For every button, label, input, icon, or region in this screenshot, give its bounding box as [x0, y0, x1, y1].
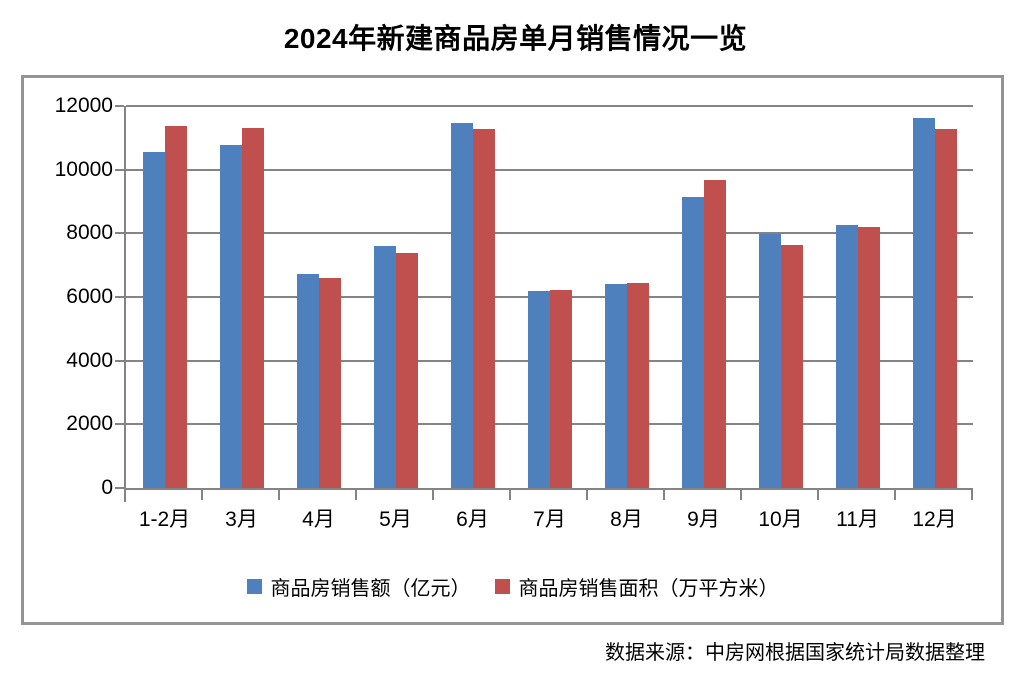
bar-sales-area-1-2月: [164, 126, 187, 488]
gridline: [126, 105, 973, 107]
bar-sales-value-9月: [681, 196, 704, 488]
x-axis-label: 8月: [610, 508, 643, 531]
bar-sales-area-12月: [934, 129, 957, 488]
x-axis-tick: [817, 488, 819, 500]
x-axis-label: 11月: [836, 508, 879, 531]
x-axis-label: 9月: [687, 508, 720, 531]
y-axis-label: 2000: [66, 412, 113, 436]
x-axis-label: 3月: [225, 508, 258, 531]
y-axis-tick: [115, 168, 124, 171]
x-axis-label: 10月: [758, 508, 803, 531]
bar-sales-value-3月: [219, 144, 242, 488]
x-axis-tick: [663, 488, 665, 500]
x-axis-tick: [509, 488, 511, 500]
gridline: [126, 168, 973, 171]
legend-label-sales-value: 商品房销售额（亿元）: [270, 578, 471, 600]
x-axis-tick: [971, 488, 973, 500]
y-axis-tick: [115, 359, 124, 362]
y-axis-label: 8000: [66, 221, 113, 245]
bar-sales-value-7月: [527, 290, 550, 488]
y-axis-label: 0: [101, 476, 113, 499]
legend-entry-sales-area: 商品房销售面积（万平方米）: [494, 572, 779, 601]
bar-sales-area-5月: [395, 252, 418, 488]
legend: 商品房销售额（亿元） 商品房销售面积（万平方米）: [24, 572, 1001, 601]
y-axis-label: 10000: [54, 157, 113, 181]
x-axis-tick: [355, 488, 357, 500]
legend-swatch-sales-area-icon: [494, 579, 510, 594]
y-axis-label: 12000: [54, 94, 113, 117]
y-axis-tick: [115, 296, 124, 298]
legend-entry-sales-value: 商品房销售额（亿元）: [246, 572, 471, 601]
y-axis-tick: [115, 423, 124, 426]
bar-sales-value-1-2月: [142, 151, 165, 488]
x-axis-tick: [740, 488, 742, 500]
data-source: 数据来源：中房网根据国家统计局数据整理: [605, 642, 985, 664]
x-axis-label: 12月: [912, 508, 957, 531]
x-axis-tick: [586, 488, 588, 500]
x-axis-label: 7月: [533, 508, 566, 531]
bar-sales-area-10月: [780, 244, 803, 488]
y-axis-line: [124, 106, 126, 502]
y-axis-tick: [115, 487, 124, 489]
x-axis-label: 6月: [456, 508, 489, 531]
y-axis-tick: [115, 105, 124, 107]
bar-sales-value-10月: [758, 234, 781, 488]
bar-sales-value-12月: [912, 117, 935, 488]
bar-sales-area-4月: [318, 278, 341, 488]
bar-sales-value-8月: [604, 284, 627, 488]
legend-swatch-sales-value-icon: [246, 579, 262, 594]
bar-sales-area-8月: [626, 282, 649, 488]
chart-container: 商品房销售额（亿元） 商品房销售面积（万平方米） 0 2000 4000 6000 80…: [21, 75, 1004, 625]
x-axis-tick: [201, 488, 203, 500]
x-axis-label: 1-2月: [138, 508, 191, 531]
legend-label-sales-area: 商品房销售面积（万平方米）: [518, 578, 779, 600]
x-axis-line: [124, 488, 973, 490]
chart-title: 2024年新建商品房单月销售情况一览: [283, 23, 748, 54]
x-axis-tick: [894, 488, 896, 500]
bar-sales-value-11月: [835, 224, 858, 488]
bar-sales-area-3月: [241, 128, 264, 488]
y-axis-label: 4000: [66, 348, 113, 372]
bar-sales-area-11月: [857, 227, 880, 488]
bar-sales-area-6月: [472, 129, 495, 488]
gridline: [126, 232, 973, 235]
x-axis-label: 5月: [379, 508, 412, 531]
x-axis-tick: [278, 488, 280, 500]
y-axis-label: 6000: [66, 285, 113, 308]
y-axis-tick: [115, 232, 124, 235]
x-axis-tick: [432, 488, 434, 500]
bar-sales-area-7月: [549, 289, 572, 488]
bar-sales-area-9月: [703, 179, 726, 488]
bar-sales-value-4月: [296, 274, 319, 488]
x-axis-label: 4月: [302, 508, 335, 531]
bar-sales-value-5月: [373, 246, 396, 488]
bar-sales-value-6月: [450, 122, 473, 488]
